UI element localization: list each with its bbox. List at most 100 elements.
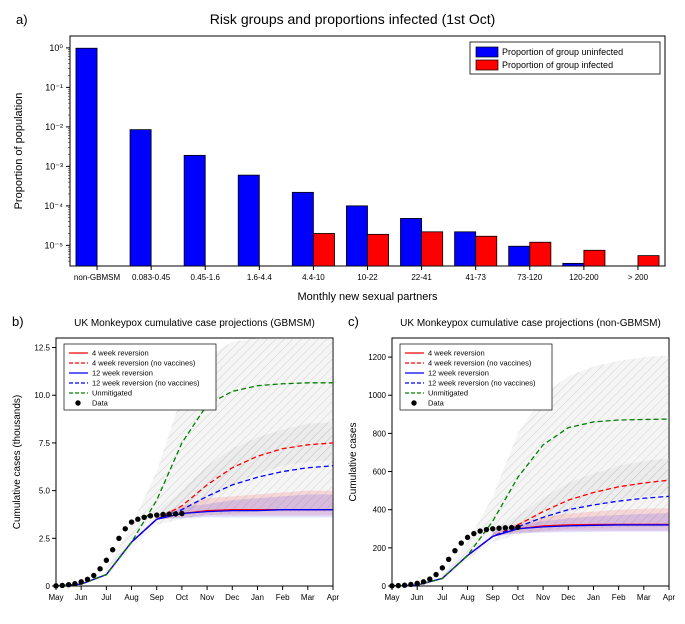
chart-b-svg: b)UK Monkeypox cumulative case projectio…: [8, 312, 341, 612]
data-point: [116, 536, 121, 541]
chart-a-ylabel: Proportion of population: [13, 93, 25, 210]
data-point: [167, 511, 172, 516]
bar-uninfected: [563, 263, 584, 266]
legend-item: 4 week reversion: [92, 349, 149, 358]
xtick: May: [48, 593, 63, 602]
chart-a-xtick: 10-22: [357, 273, 378, 282]
bar-uninfected: [130, 130, 151, 266]
chart-title: UK Monkeypox cumulative case projections…: [74, 318, 315, 329]
bar-uninfected: [184, 155, 205, 266]
chart-legend: 4 week reversion4 week reversion (no vac…: [64, 344, 216, 410]
data-point: [78, 579, 83, 584]
data-point: [53, 583, 58, 588]
data-point: [433, 572, 438, 577]
data-point: [160, 512, 165, 517]
chart-a-xtick: 0.083-0.45: [132, 273, 171, 282]
chart-legend: 4 week reversion4 week reversion (no vac…: [400, 344, 552, 410]
chart-a-ytick: 10⁻²: [45, 122, 63, 132]
chart-a-xtick: 4.4-10: [302, 273, 325, 282]
ytick: 12.5: [34, 344, 50, 353]
xtick: Sep: [485, 593, 500, 602]
data-point: [135, 517, 140, 522]
bar-uninfected: [292, 192, 313, 266]
bar-uninfected: [455, 232, 476, 266]
xtick: Jun: [410, 593, 423, 602]
chart-a-ytick: 10⁻¹: [45, 82, 63, 92]
panel-b: b)UK Monkeypox cumulative case projectio…: [8, 312, 342, 612]
xtick: Feb: [611, 593, 625, 602]
chart-a-ytick: 10⁻⁴: [44, 201, 63, 211]
bar-infected: [638, 256, 659, 266]
data-point: [458, 540, 463, 545]
ytick: 1200: [368, 353, 386, 362]
legend-item: 12 week reversion (no vaccines): [92, 379, 200, 388]
data-point: [420, 579, 425, 584]
data-point: [60, 583, 65, 588]
legend-item: 12 week reversion: [92, 369, 153, 378]
data-point: [427, 576, 432, 581]
chart-a-xtick: 1.6-4.4: [247, 273, 272, 282]
data-point: [154, 512, 159, 517]
data-point: [91, 573, 96, 578]
xtick: Mar: [636, 593, 650, 602]
chart-a-xtick: 41-73: [465, 273, 486, 282]
data-point: [395, 583, 400, 588]
legend-uninfected-label: Proportion of group uninfected: [502, 47, 623, 57]
chart-a-xlabel: Monthly new sexual partners: [297, 291, 438, 303]
data-point: [464, 535, 469, 540]
legend-item: 4 week reversion (no vaccines): [92, 359, 196, 368]
legend-item: 4 week reversion: [428, 349, 485, 358]
xtick: Jun: [75, 593, 88, 602]
chart-a-xtick: 120-200: [569, 273, 599, 282]
xtick: Apr: [662, 593, 675, 602]
ytick: 2.5: [39, 534, 51, 543]
bar-uninfected: [346, 206, 367, 266]
xtick: Jul: [437, 593, 447, 602]
chart-c-svg: c)UK Monkeypox cumulative case projectio…: [344, 312, 677, 612]
chart-a-xtick: 22-41: [411, 273, 432, 282]
legend-item: Unmitigated: [92, 389, 132, 398]
legend-infected-label: Proportion of group infected: [502, 60, 613, 70]
data-point: [414, 581, 419, 586]
data-point: [445, 557, 450, 562]
xtick: Aug: [124, 593, 138, 602]
data-point: [104, 558, 109, 563]
bar-uninfected: [400, 218, 421, 266]
data-point: [148, 513, 153, 518]
ytick: 7.5: [39, 439, 51, 448]
data-point: [401, 583, 406, 588]
chart-a-ytick: 10⁰: [49, 43, 63, 53]
data-point: [508, 525, 513, 530]
legend-item: Data: [428, 399, 445, 408]
data-point: [483, 527, 488, 532]
ylabel: Cumulative cases (thousands): [12, 395, 23, 530]
data-point: [72, 581, 77, 586]
bar-infected: [313, 233, 334, 266]
bar-uninfected: [509, 246, 530, 266]
data-point: [389, 583, 394, 588]
figure-container: Risk groups and proportions infected (1s…: [8, 8, 677, 612]
panel-a-label: a): [16, 12, 28, 27]
data-point: [515, 525, 520, 530]
ytick: 400: [372, 506, 386, 515]
bar-uninfected: [76, 48, 97, 266]
panel-c: c)UK Monkeypox cumulative case projectio…: [344, 312, 678, 612]
panel-label: c): [348, 314, 359, 329]
xtick: Nov: [535, 593, 549, 602]
legend-item: 12 week reversion: [428, 369, 489, 378]
data-point: [129, 519, 134, 524]
data-point: [408, 582, 413, 587]
bar-infected: [530, 242, 551, 266]
ytick: 1000: [368, 391, 386, 400]
data-point: [97, 566, 102, 571]
data-point: [141, 515, 146, 520]
chart-a-xtick: non-GBMSM: [74, 273, 121, 282]
series-line: [56, 510, 333, 586]
data-point: [85, 577, 90, 582]
data-point: [439, 565, 444, 570]
xtick: Apr: [327, 593, 340, 602]
legend-item: Unmitigated: [428, 389, 468, 398]
ytick: 0: [46, 582, 51, 591]
bar-infected: [422, 232, 443, 266]
data-point: [179, 511, 184, 516]
